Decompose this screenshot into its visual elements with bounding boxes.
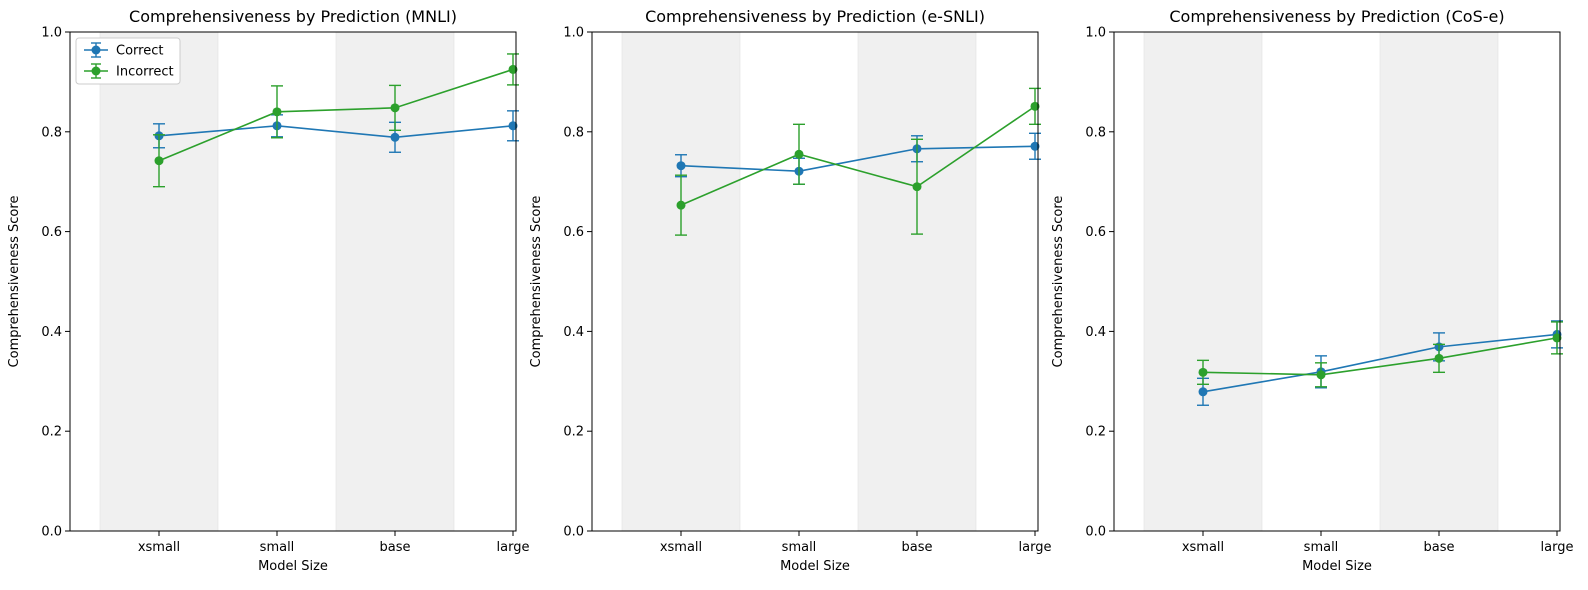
- legend-marker: [91, 66, 101, 76]
- chart-panel-3: Comprehensiveness by Prediction (CoS-e) 0…: [1051, 7, 1573, 574]
- y-tick-label: 0.0: [41, 525, 62, 540]
- legend: Correct Incorrect: [75, 37, 181, 85]
- y-tick-label: 1.0: [563, 26, 584, 41]
- data-point: [912, 182, 922, 192]
- y-tick-label: 0.8: [41, 125, 62, 140]
- chart-title: Comprehensiveness by Prediction (CoS-e): [1169, 7, 1504, 26]
- series-incorrect: [675, 87, 1041, 236]
- y-tick-label: 0.2: [41, 425, 62, 440]
- shaded-band: [1379, 31, 1499, 532]
- y-tick-label: 0.2: [563, 425, 584, 440]
- axes-frame: [591, 31, 1039, 532]
- y-tick-label: 0.6: [563, 225, 584, 240]
- data-point: [390, 132, 400, 142]
- shaded-band: [1143, 31, 1263, 532]
- y-tick-label: 0.2: [1085, 425, 1106, 440]
- data-point: [1030, 101, 1040, 111]
- y-tick-label: 0.0: [1085, 525, 1106, 540]
- legend-marker: [91, 45, 101, 55]
- legend-label: Correct: [116, 44, 163, 59]
- shaded-band: [857, 31, 977, 532]
- x-tick-label: large: [1541, 540, 1574, 555]
- axes-frame: [1113, 31, 1561, 532]
- y-tick-label: 0.4: [1085, 325, 1106, 340]
- series-incorrect: [153, 53, 519, 188]
- data-point: [154, 156, 164, 166]
- legend-label: Incorrect: [116, 65, 174, 80]
- x-tick-label: xsmall: [1182, 540, 1224, 555]
- data-point: [794, 149, 804, 159]
- chart-panel-1: Comprehensiveness by Prediction (MNLI) 0.…: [7, 7, 529, 574]
- y-tick-label: 1.0: [1085, 26, 1106, 41]
- data-point: [508, 64, 518, 74]
- data-point: [1198, 387, 1208, 397]
- series-correct: [153, 110, 519, 153]
- x-axis-label: Model Size: [1302, 559, 1372, 574]
- y-tick-label: 0.4: [41, 325, 62, 340]
- x-tick-label: small: [1304, 540, 1339, 555]
- data-point: [1316, 370, 1326, 380]
- x-tick-label: xsmall: [660, 540, 702, 555]
- series-line: [680, 105, 1036, 206]
- series-line: [1202, 333, 1558, 393]
- series-line: [680, 145, 1036, 173]
- x-axis-label: Model Size: [258, 559, 328, 574]
- data-point: [1030, 141, 1040, 151]
- chart-title: Comprehensiveness by Prediction (e-SNLI): [645, 7, 985, 26]
- data-point: [1434, 353, 1444, 363]
- x-tick-label: base: [902, 540, 933, 555]
- series-line: [1202, 337, 1558, 376]
- x-axis-label: Model Size: [780, 559, 850, 574]
- shaded-band: [99, 31, 219, 532]
- series-line: [158, 125, 514, 139]
- series-line: [158, 68, 514, 162]
- shaded-band: [621, 31, 741, 532]
- y-tick-label: 0.8: [1085, 125, 1106, 140]
- y-tick-label: 0.8: [563, 125, 584, 140]
- y-tick-label: 1.0: [41, 26, 62, 41]
- x-tick-label: base: [1424, 540, 1455, 555]
- y-axis-label: Comprehensiveness Score: [529, 196, 544, 368]
- chart-panel-2: Comprehensiveness by Prediction (e-SNLI)…: [529, 7, 1051, 574]
- data-point: [390, 103, 400, 113]
- x-tick-label: small: [782, 540, 817, 555]
- y-tick-label: 0.0: [563, 525, 584, 540]
- data-point: [1198, 367, 1208, 377]
- y-tick-label: 0.4: [563, 325, 584, 340]
- y-tick-label: 0.6: [1085, 225, 1106, 240]
- x-tick-label: small: [260, 540, 295, 555]
- data-point: [508, 121, 518, 131]
- series-incorrect: [1197, 321, 1563, 388]
- data-point: [1552, 333, 1562, 343]
- x-tick-label: large: [497, 540, 530, 555]
- x-tick-label: large: [1019, 540, 1052, 555]
- data-point: [676, 161, 686, 171]
- data-point: [676, 200, 686, 210]
- chart-title: Comprehensiveness by Prediction (MNLI): [129, 7, 457, 26]
- y-tick-label: 0.6: [41, 225, 62, 240]
- x-tick-label: xsmall: [138, 540, 180, 555]
- data-point: [272, 107, 282, 117]
- y-axis-label: Comprehensiveness Score: [7, 196, 22, 368]
- x-tick-label: base: [380, 540, 411, 555]
- axes-frame: [69, 31, 517, 532]
- y-axis-label: Comprehensiveness Score: [1051, 196, 1066, 368]
